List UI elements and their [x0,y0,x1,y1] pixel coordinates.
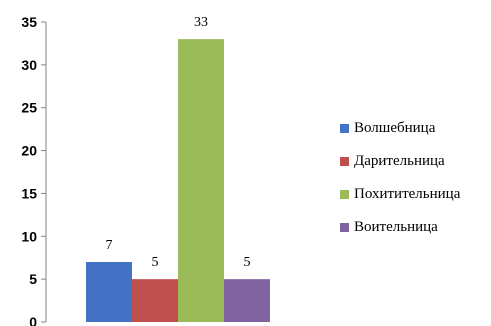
bars [86,39,270,323]
y-tick-label: 10 [21,228,37,244]
bar-1 [86,262,132,322]
legend: Волшебница Дарительница Похитительница Воит… [340,112,460,244]
legend-swatch [340,223,349,232]
legend-item: Волшебница [340,112,460,145]
y-tick-label: 5 [29,271,37,287]
y-axis: 0 5 10 15 20 25 30 35 [21,14,47,326]
legend-label: Воительница [354,219,438,235]
data-label-4: 5 [244,255,251,270]
data-label-1: 7 [106,238,113,253]
bar-2 [132,279,178,322]
y-tick-label: 20 [21,143,37,159]
y-tick-label: 35 [21,14,37,30]
data-label-3: 33 [194,15,208,30]
legend-label: Похитительница [354,186,461,202]
legend-swatch [340,124,349,133]
data-labels: 7 5 33 5 [106,15,251,270]
y-tick-label: 30 [21,57,37,73]
legend-label: Волшебница [354,120,436,136]
legend-item: Дарительница [340,145,460,178]
y-tick-label: 15 [21,185,37,201]
legend-swatch [340,190,349,199]
legend-item: Воительница [340,211,460,244]
legend-swatch [340,157,349,166]
legend-item: Похитительница [340,178,460,211]
bar-4 [224,279,270,322]
data-label-2: 5 [152,255,159,270]
bar-3 [178,39,224,323]
legend-label: Дарительница [354,153,445,169]
y-tick-label: 25 [21,100,37,116]
y-tick-label: 0 [29,314,37,326]
